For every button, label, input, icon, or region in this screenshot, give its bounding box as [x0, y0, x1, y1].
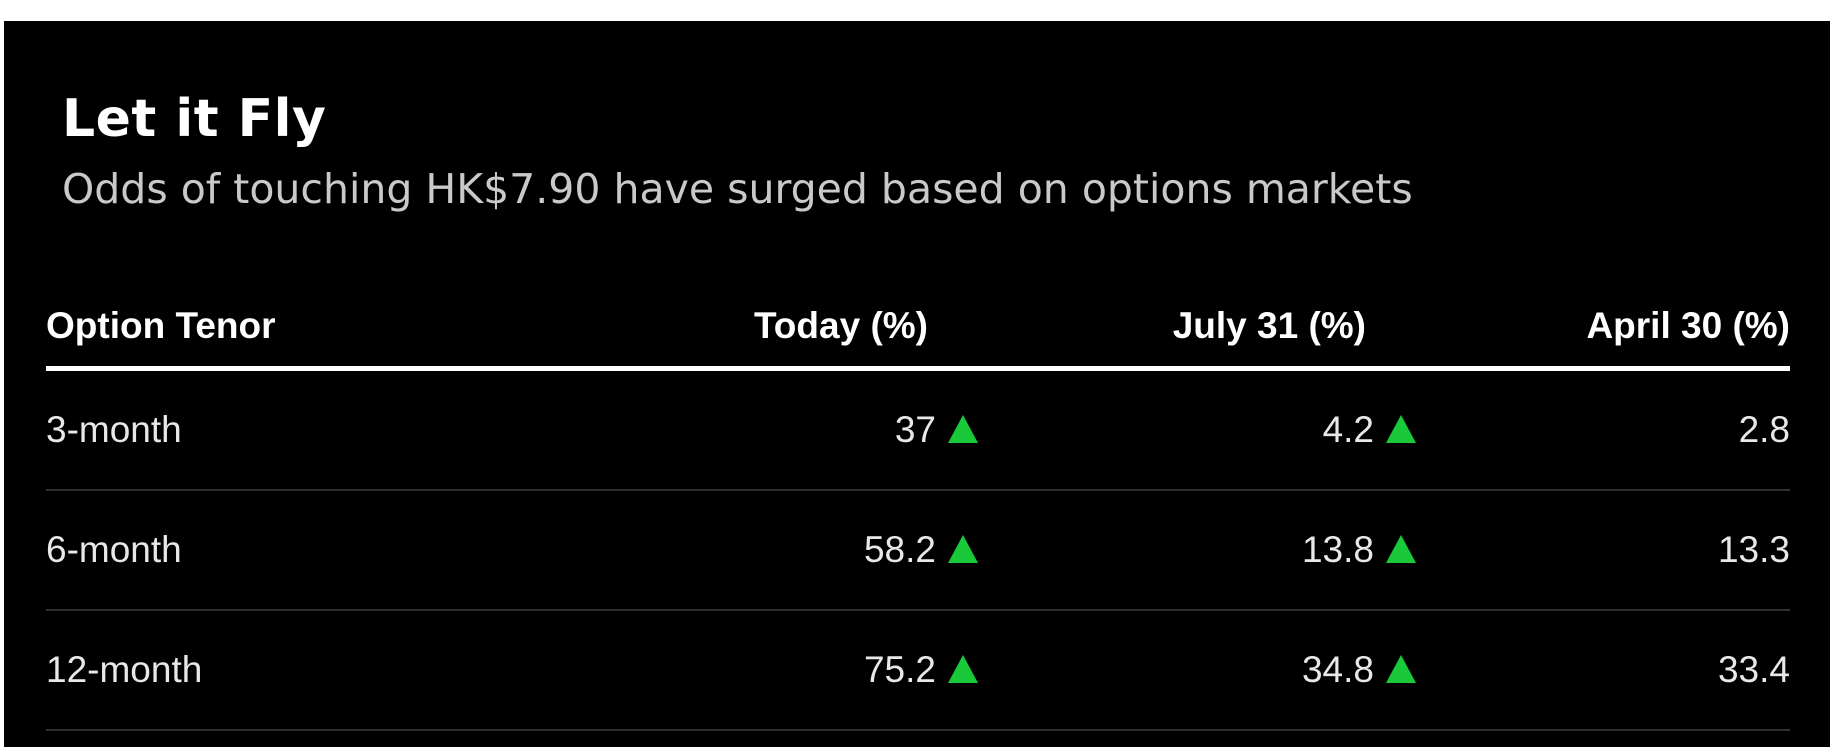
cell-april-30-value: 33.4: [1717, 649, 1790, 690]
column-header-option-tenor: Option Tenor: [46, 305, 276, 346]
cell-july-31-value: 34.8: [1301, 649, 1374, 690]
table-row: 12-month 75.2 34.8 33.4: [46, 611, 1790, 731]
table-row: 3-month 37 4.2 2.8: [46, 371, 1790, 491]
up-triangle-icon: [948, 535, 978, 563]
up-triangle-icon: [1386, 415, 1416, 443]
chart-subtitle: Odds of touching HK$7.90 have surged bas…: [62, 165, 1413, 213]
cell-april-30: 2.8: [1739, 371, 1790, 489]
cell-july-31: 4.2: [1323, 371, 1416, 489]
cell-today: 58.2: [864, 491, 978, 609]
cell-april-30-value: 13.3: [1717, 529, 1790, 570]
cell-option-tenor-value: 12-month: [46, 649, 203, 690]
cell-option-tenor: 6-month: [46, 491, 182, 609]
chart-title: Let it Fly: [62, 89, 327, 149]
cell-today-value: 75.2: [863, 649, 936, 690]
up-triangle-icon: [1386, 655, 1416, 683]
cell-april-30: 13.3: [1718, 491, 1790, 609]
table-body: 3-month 37 4.2 2.8 6-month 58.2 13.8 13.3 12-mon…: [46, 371, 1790, 731]
table-header-row: Option Tenor Today (%) July 31 (%) April…: [46, 279, 1790, 371]
cell-today-value: 37: [894, 409, 936, 450]
cell-july-31-value: 4.2: [1322, 409, 1374, 450]
up-triangle-icon: [1386, 535, 1416, 563]
chart-card: Let it Fly Odds of touching HK$7.90 have…: [4, 21, 1830, 747]
cell-today-value: 58.2: [863, 529, 936, 570]
cell-april-30: 33.4: [1718, 611, 1790, 729]
cell-april-30-value: 2.8: [1738, 409, 1790, 450]
cell-option-tenor-value: 6-month: [46, 529, 182, 570]
table-row: 6-month 58.2 13.8 13.3: [46, 491, 1790, 611]
cell-july-31-value: 13.8: [1301, 529, 1374, 570]
cell-today: 37: [895, 371, 978, 489]
column-header-today: Today (%): [753, 305, 928, 346]
data-table: Option Tenor Today (%) July 31 (%) April…: [46, 279, 1790, 731]
column-header-april-30: April 30 (%): [1586, 305, 1790, 346]
up-triangle-icon: [948, 415, 978, 443]
up-triangle-icon: [948, 655, 978, 683]
cell-option-tenor-value: 3-month: [46, 409, 182, 450]
cell-today: 75.2: [864, 611, 978, 729]
cell-option-tenor: 3-month: [46, 371, 182, 489]
cell-july-31: 13.8: [1302, 491, 1416, 609]
cell-july-31: 34.8: [1302, 611, 1416, 729]
column-header-july-31: July 31 (%): [1172, 305, 1366, 346]
cell-option-tenor: 12-month: [46, 611, 202, 729]
